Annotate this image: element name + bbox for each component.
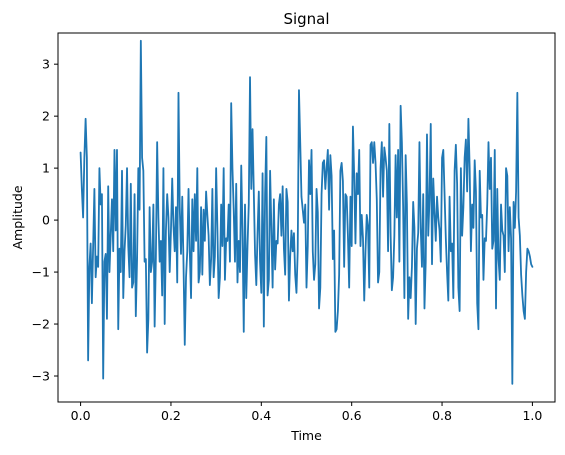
x-tick-label: 0.2 (161, 408, 181, 423)
x-tick-label: 0.6 (342, 408, 362, 423)
series-line-signal (79, 39, 534, 385)
x-tick-label: 1.0 (522, 408, 542, 423)
y-tick-label: −1 (32, 265, 50, 280)
plot-layer (79, 39, 534, 385)
x-tick-label: 0.4 (251, 408, 271, 423)
y-tick-label: 0 (42, 213, 50, 228)
axes-frame (57, 32, 556, 403)
ticks-layer: 0.0 0.2 0.4 0.6 0.8 1.0 −3 −2 −1 0 1 2 3 (32, 57, 543, 423)
y-axis-label: Amplitude (10, 185, 25, 249)
y-tick-label: 2 (42, 109, 50, 124)
y-tick-label: 1 (42, 161, 50, 176)
x-tick-label: 0.8 (432, 408, 452, 423)
chart-title: Signal (283, 10, 329, 28)
y-tick-label: 3 (42, 57, 50, 72)
x-tick-label: 0.0 (71, 408, 91, 423)
y-tick-label: −2 (32, 317, 50, 332)
x-axis-label: Time (290, 428, 322, 443)
y-tick-label: −3 (32, 369, 50, 384)
